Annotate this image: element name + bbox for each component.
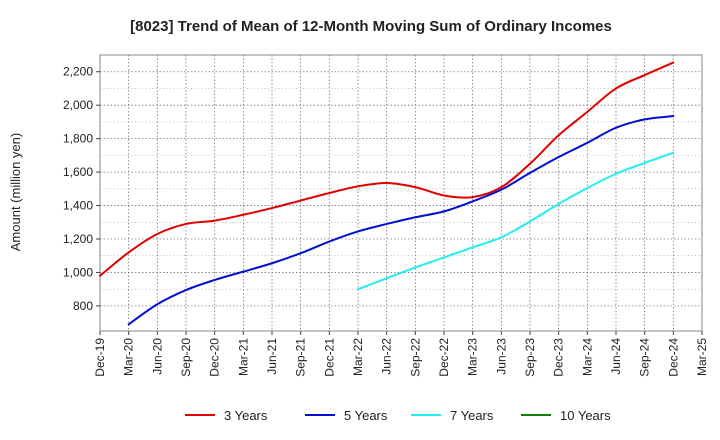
- x-tick-label: Mar-22: [351, 338, 365, 376]
- x-tick-label: Jun-21: [265, 338, 279, 375]
- x-tick-label: Sep-23: [523, 338, 537, 377]
- y-tick-label: 1,000: [63, 265, 93, 279]
- y-tick-label: 2,000: [63, 98, 93, 112]
- x-axis-ticks: Dec-19 Mar-20 Jun-20 Sep-20 Dec-20 Mar-21 Jun-…: [93, 331, 709, 377]
- grid: [99, 55, 703, 331]
- y-tick-label: 800: [73, 299, 93, 313]
- x-tick-label: Mar-21: [236, 338, 250, 376]
- y-tick-label: 1,600: [63, 165, 93, 179]
- x-tick-label: Mar-24: [580, 338, 594, 376]
- x-tick-label: Sep-21: [294, 338, 308, 377]
- series-line-5-years: [127, 115, 675, 326]
- y-tick-label: 1,800: [63, 132, 93, 146]
- x-tick-label: Sep-20: [179, 338, 193, 377]
- x-tick-label: Dec-19: [93, 338, 107, 377]
- x-tick-label: Jun-22: [380, 338, 394, 375]
- x-tick-label: Sep-22: [408, 338, 422, 377]
- x-tick-label: Sep-24: [638, 338, 652, 377]
- series-line-7-years: [357, 151, 675, 291]
- series-lines: [99, 61, 675, 326]
- x-tick-label: Dec-20: [208, 338, 222, 377]
- y-axis-ticks: 800 1,000 1,200 1,400 1,600 1,800 2,000 2,200: [63, 65, 100, 313]
- y-axis-label: Amount (million yen): [8, 133, 23, 252]
- x-tick-label: Dec-23: [552, 338, 566, 377]
- series-line-3-years: [99, 61, 675, 277]
- x-tick-label: Jun-24: [609, 338, 623, 375]
- x-tick-label: Dec-24: [666, 338, 680, 377]
- x-tick-label: Jun-23: [494, 338, 508, 375]
- legend-label-3-years: 3 Years: [224, 408, 268, 423]
- legend-label-10-years: 10 Years: [560, 408, 611, 423]
- x-tick-label: Dec-22: [437, 338, 451, 377]
- y-tick-label: 1,400: [63, 199, 93, 213]
- x-tick-label: Mar-20: [122, 338, 136, 376]
- plot-area: [99, 54, 703, 332]
- x-tick-label: Dec-21: [322, 338, 336, 377]
- x-tick-label: Jun-20: [150, 338, 164, 375]
- chart-title: [8023] Trend of Mean of 12-Month Moving …: [130, 18, 612, 35]
- legend: 3 Years 5 Years 7 Years 10 Years: [185, 408, 611, 423]
- x-tick-label: Mar-25: [695, 338, 709, 376]
- legend-label-5-years: 5 Years: [344, 408, 388, 423]
- legend-label-7-years: 7 Years: [450, 408, 494, 423]
- x-tick-label: Mar-23: [466, 338, 480, 376]
- y-tick-label: 2,200: [63, 65, 93, 79]
- y-tick-label: 1,200: [63, 232, 93, 246]
